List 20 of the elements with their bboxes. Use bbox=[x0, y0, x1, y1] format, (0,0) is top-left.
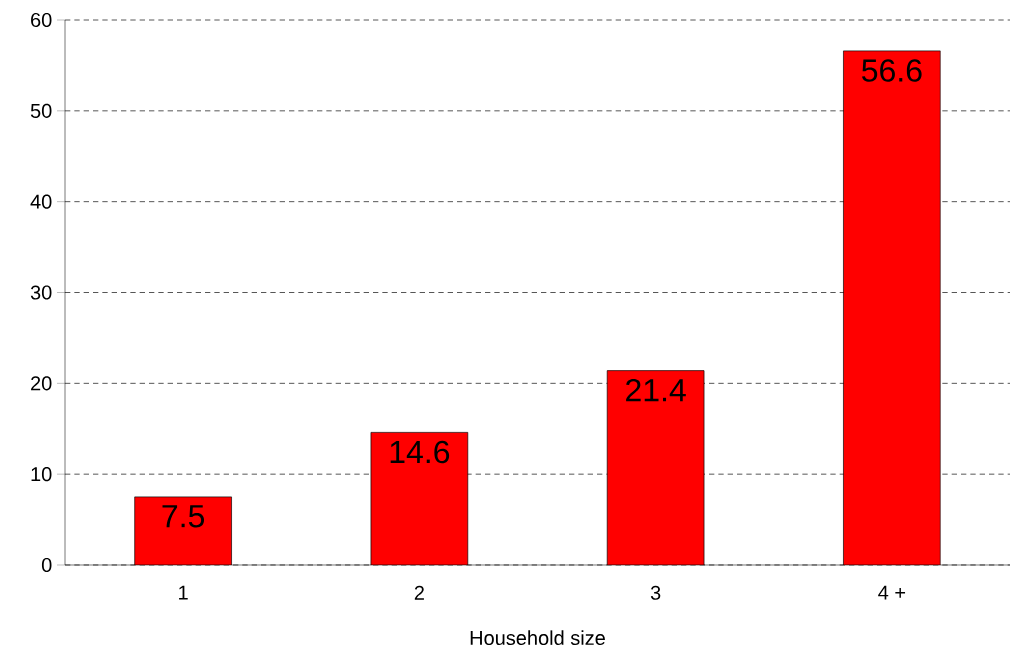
y-tick-label: 40 bbox=[30, 194, 52, 209]
x-tick-label: 4 + bbox=[878, 585, 906, 600]
x-tick-label: 3 bbox=[650, 585, 661, 600]
x-tick-label: 1 bbox=[179, 585, 188, 600]
y-tick-label: 50 bbox=[30, 103, 52, 118]
data-label: 21.4 bbox=[626, 378, 686, 402]
bar bbox=[607, 370, 705, 565]
data-label: 7.5 bbox=[162, 505, 205, 528]
y-tick-label: 10 bbox=[31, 467, 52, 482]
x-axis-title: Household size bbox=[470, 630, 605, 646]
data-label: 14.6 bbox=[390, 440, 450, 464]
y-tick-label: 0 bbox=[41, 557, 52, 573]
y-tick-label: 20 bbox=[31, 376, 52, 391]
bar bbox=[134, 496, 232, 565]
data-label: 56.6 bbox=[862, 59, 922, 82]
x-tick-label: 2 bbox=[414, 585, 424, 600]
bar bbox=[370, 432, 468, 565]
bar bbox=[843, 50, 941, 565]
y-tick-label: 60 bbox=[31, 12, 52, 28]
y-tick-label: 30 bbox=[30, 285, 52, 300]
